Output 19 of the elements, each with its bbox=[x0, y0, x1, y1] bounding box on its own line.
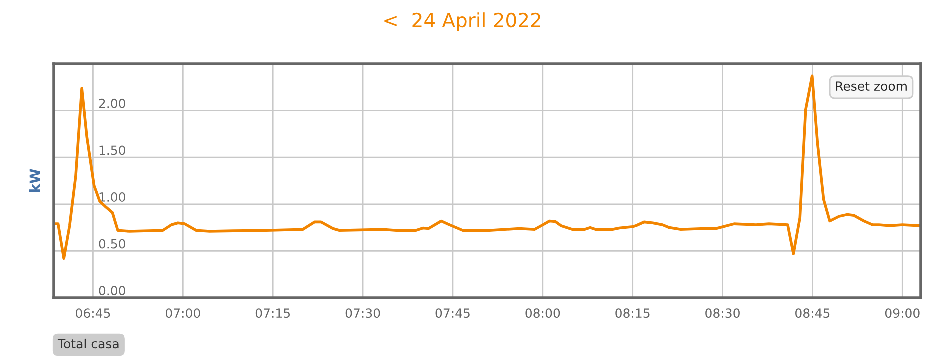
y-tick-label: 0.00 bbox=[99, 286, 126, 296]
annotation: Reset zoom bbox=[836, 82, 907, 92]
y-tick-label: 0.50 bbox=[99, 239, 126, 249]
x-tick-label: 07:30 bbox=[346, 308, 380, 318]
text: Total casa bbox=[58, 338, 119, 349]
chart-title: < 24 April 2022 bbox=[384, 12, 540, 32]
x-tick-label: 09:00 bbox=[885, 308, 920, 318]
x-tick-label: 08:00 bbox=[526, 308, 560, 318]
y-tick-label: 2.00 bbox=[99, 98, 126, 108]
x-tick-label: 07:45 bbox=[436, 308, 470, 318]
y-tick-label: 1.50 bbox=[100, 146, 126, 156]
y-axis-title: kW bbox=[29, 169, 40, 192]
x-tick-label: 06:45 bbox=[76, 308, 110, 318]
x-tick-label: 08:15 bbox=[616, 308, 650, 318]
x-tick-label: 07:00 bbox=[166, 308, 200, 318]
y-tick-label: 1.00 bbox=[100, 192, 126, 202]
x-tick-label: 08:45 bbox=[796, 308, 830, 318]
x-tick-label: 07:15 bbox=[256, 308, 290, 318]
x-tick-label: 08:30 bbox=[706, 308, 740, 318]
